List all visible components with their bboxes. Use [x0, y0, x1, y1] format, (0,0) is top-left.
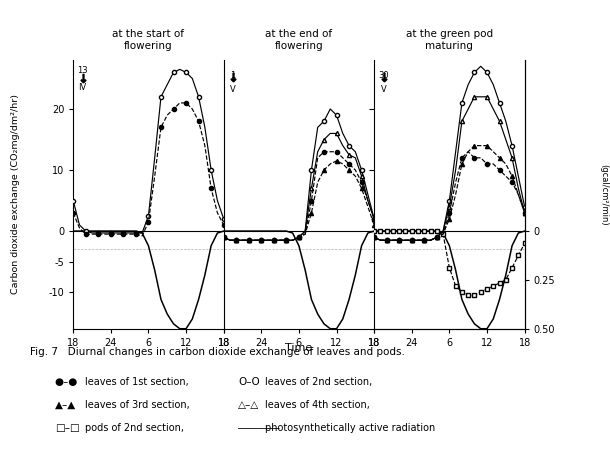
Text: V: V: [230, 85, 236, 94]
Text: △–△: △–△: [238, 400, 259, 410]
Text: at the green pod
maturing: at the green pod maturing: [406, 30, 493, 51]
Text: leaves of 1st section,: leaves of 1st section,: [85, 377, 189, 387]
Text: Time: Time: [285, 343, 312, 353]
Text: V: V: [381, 85, 386, 94]
Text: Carbon dioxide exchange (CO₂mg/dm²/hr): Carbon dioxide exchange (CO₂mg/dm²/hr): [11, 94, 20, 294]
Text: photosynthetically active radiation: photosynthetically active radiation: [265, 423, 436, 433]
Text: at the start of
flowering: at the start of flowering: [112, 30, 184, 51]
Text: ●–●: ●–●: [55, 377, 78, 387]
Text: Fig. 7   Diurnal changes in carbon dioxide exchange of leaves and pods.: Fig. 7 Diurnal changes in carbon dioxide…: [30, 347, 406, 357]
Text: 30: 30: [378, 71, 389, 80]
Text: pods of 2nd section,: pods of 2nd section,: [85, 423, 184, 433]
Y-axis label: Photosynthetically active radiation
(gcal/cm²/min): Photosynthetically active radiation (gca…: [600, 121, 610, 268]
Text: 13: 13: [77, 67, 88, 75]
Text: □–□: □–□: [55, 423, 80, 433]
Text: ――――: ――――: [238, 423, 279, 433]
Text: ▲–▲: ▲–▲: [55, 400, 76, 410]
Text: leaves of 3rd section,: leaves of 3rd section,: [85, 400, 190, 410]
Text: leaves of 4th section,: leaves of 4th section,: [265, 400, 370, 410]
Text: leaves of 2nd section,: leaves of 2nd section,: [265, 377, 373, 387]
Text: 1: 1: [231, 71, 235, 80]
Text: O–O: O–O: [238, 377, 260, 387]
Text: IV: IV: [79, 83, 87, 93]
Text: at the end of
flowering: at the end of flowering: [265, 30, 332, 51]
